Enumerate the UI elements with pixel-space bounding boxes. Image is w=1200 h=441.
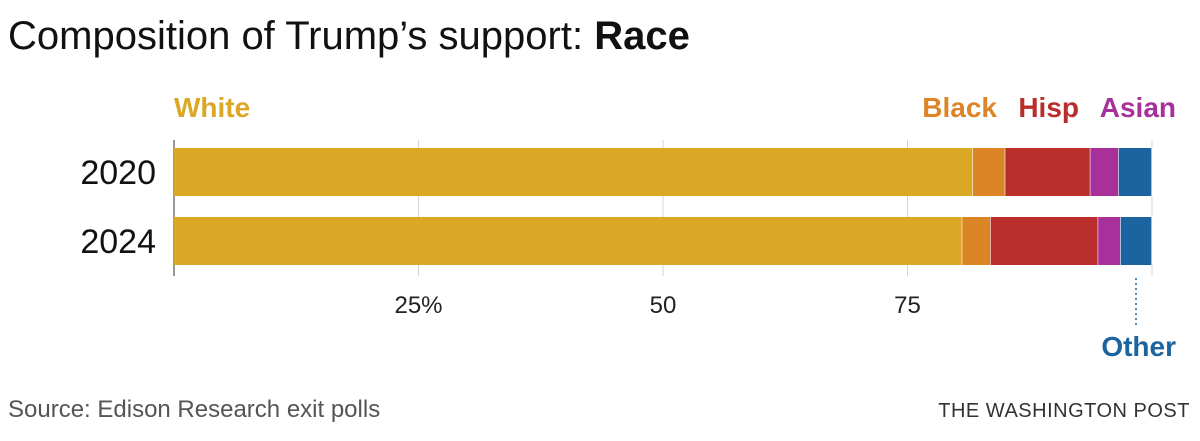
bar-segment-black-2024 (962, 217, 991, 265)
bar-segment-black-2020 (973, 148, 1006, 196)
publisher-credit: THE WASHINGTON POST (938, 400, 1190, 422)
series-label-black: Black (922, 92, 997, 123)
bar-segment-asian-2024 (1098, 217, 1121, 265)
bar-segment-other-2024 (1120, 217, 1152, 265)
x-tick-label: 25% (394, 292, 442, 319)
series-label-other: Other (1101, 331, 1176, 362)
series-label-asian: Asian (1100, 92, 1176, 123)
title-emphasis: Race (594, 14, 690, 58)
x-tick-label: 50 (650, 292, 677, 319)
category-label-2024: 2024 (80, 223, 156, 261)
bar-segment-white-2024 (174, 217, 963, 265)
category-label-2020: 2020 (80, 154, 156, 192)
series-label-hisp: Hisp (1018, 92, 1079, 123)
bar-segment-hisp-2024 (990, 217, 1099, 265)
chart-title: Composition of Trump’s support: Race (8, 10, 690, 62)
source-note: Source: Edison Research exit polls (8, 396, 381, 423)
series-label-white: White (174, 92, 250, 123)
bar-segment-other-2020 (1118, 148, 1152, 196)
bar-segment-asian-2020 (1090, 148, 1119, 196)
bar-segment-hisp-2020 (1005, 148, 1091, 196)
title-prefix: Composition of Trump’s support: (8, 14, 595, 58)
x-tick-label: 75 (894, 292, 921, 319)
bar-segment-white-2020 (174, 148, 974, 196)
